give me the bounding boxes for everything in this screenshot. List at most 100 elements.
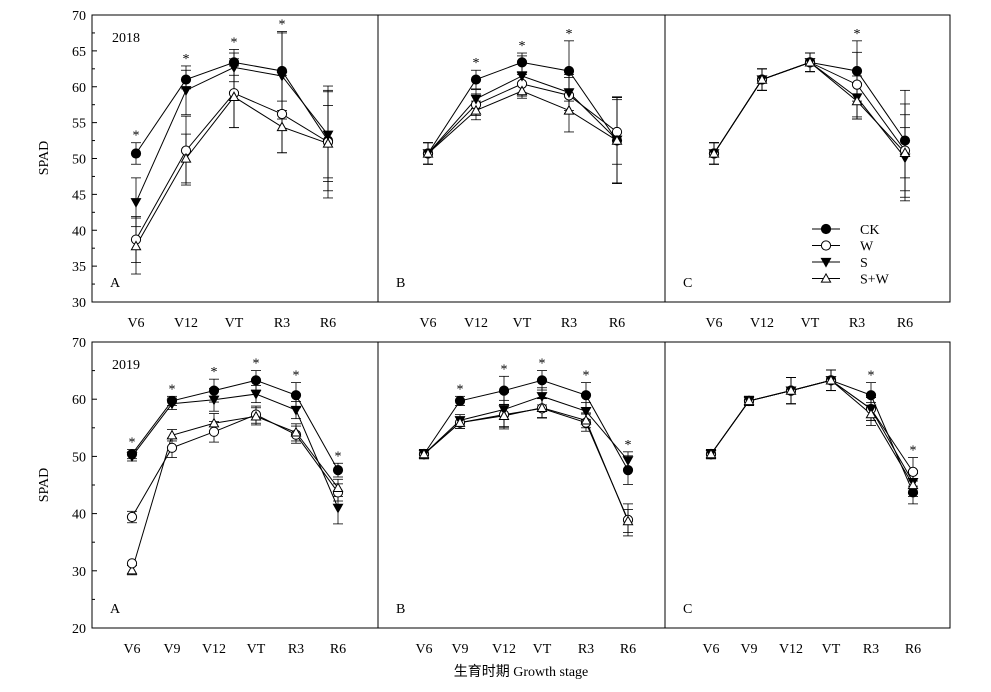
y-tick-label: 70: [72, 9, 86, 24]
x-tick-label: VT: [822, 642, 841, 657]
significance-star: *: [183, 52, 190, 67]
x-tick-label: V6: [127, 316, 144, 331]
data-point: [126, 564, 138, 575]
plot-frame: [377, 341, 666, 629]
panel-0-0: 30 35 40 45 50 55 60 65 70 V6 V12 VT R3 R6 A 2018 * * * *: [72, 9, 379, 331]
x-tick-label: R6: [620, 642, 636, 657]
y-tick-label: 30: [72, 296, 86, 311]
data-point: [276, 121, 288, 132]
data-point: [498, 410, 510, 420]
legend-marker: [820, 223, 832, 235]
series-line: [131, 414, 339, 518]
x-tick-label: V6: [419, 316, 436, 331]
x-tick-label: V6: [702, 642, 719, 657]
x-tick-label: V6: [705, 316, 722, 331]
x-tick-label: V9: [740, 642, 757, 657]
x-tick-label: V12: [492, 642, 516, 657]
significance-star: *: [129, 436, 136, 451]
x-tick-label: V12: [202, 642, 226, 657]
x-tick-label: V12: [750, 316, 774, 331]
x-tick-label: R6: [330, 642, 346, 657]
y-tick-label: 35: [72, 260, 86, 275]
data-point: [130, 198, 142, 208]
panel-0-2: V6 V12 VT R3 R6 C *: [664, 14, 951, 331]
x-tick-label: V9: [163, 642, 180, 657]
panel-0-1: V6 V12 VT R3 R6 B * * *: [377, 14, 666, 331]
series-line: [423, 379, 629, 471]
plot-frame: [664, 14, 951, 303]
x-tick-label: R3: [578, 642, 594, 657]
series-line: [713, 61, 906, 154]
series-w: [706, 369, 918, 487]
data-point: [276, 108, 288, 120]
data-point: [851, 65, 863, 77]
y-tick-label: 30: [72, 565, 86, 580]
x-tick-label: VT: [533, 642, 552, 657]
y-axis-label-2018: SPAD: [37, 141, 52, 176]
y-tick-label: 40: [72, 508, 86, 523]
significance-star: *: [335, 449, 342, 464]
legend-entry-ck: CK: [812, 223, 879, 238]
x-axis-label: 生育时期 Growth stage: [454, 664, 589, 680]
data-point: [563, 104, 575, 115]
y-tick-label: 50: [72, 153, 86, 168]
data-point: [622, 515, 634, 526]
series-line: [135, 92, 329, 240]
series-ck: [419, 370, 633, 485]
data-point: [166, 399, 178, 410]
series-splusw: [423, 83, 622, 185]
data-point: [804, 56, 816, 67]
data-point: [126, 511, 138, 523]
series-line: [131, 393, 339, 509]
data-point: [166, 429, 178, 440]
year-label: 2019: [112, 358, 140, 373]
legend-label: S+W: [860, 273, 890, 288]
panel-1-2: V6 V9 V12 VT R3 R6 C * *: [664, 341, 951, 657]
data-point: [825, 374, 837, 385]
series-w: [709, 51, 910, 198]
data-point: [208, 417, 220, 428]
series-splusw: [706, 369, 918, 497]
y-tick-label: 55: [72, 117, 86, 132]
y-tick-label: 60: [72, 393, 86, 408]
data-point: [907, 466, 919, 477]
significance-star: *: [583, 369, 590, 384]
y-axis-label-2019: SPAD: [37, 468, 52, 503]
plot-frame: [91, 341, 379, 629]
data-point: [422, 147, 434, 158]
series-splusw: [419, 397, 633, 533]
data-point: [290, 405, 302, 416]
data-point: [250, 375, 262, 386]
data-point: [276, 71, 288, 82]
series-line: [135, 61, 329, 154]
series-line: [423, 407, 629, 521]
data-point: [126, 452, 138, 463]
data-point: [851, 95, 863, 106]
data-point: [180, 152, 192, 163]
series-line: [135, 96, 329, 247]
data-point: [708, 147, 720, 158]
series-w: [419, 398, 633, 537]
data-point: [516, 85, 528, 96]
data-point: [322, 130, 334, 141]
significance-star: *: [868, 369, 875, 384]
x-tick-label: V12: [464, 316, 488, 331]
panel-letter: B: [396, 602, 405, 617]
significance-star: *: [910, 444, 917, 459]
panel-1-1: V6 V9 V12 VT R3 R6 B * * * * *: [377, 341, 666, 657]
y-tick-label: 60: [72, 81, 86, 96]
significance-star: *: [519, 39, 526, 54]
series-ck: [131, 31, 333, 192]
data-point: [228, 91, 240, 101]
y-tick-label: 45: [72, 188, 86, 203]
panel-letter: C: [683, 276, 692, 291]
x-tick-label: R3: [863, 642, 879, 657]
legend-label: CK: [860, 223, 879, 238]
data-point: [563, 88, 575, 99]
series-line: [710, 379, 914, 473]
significance-star: *: [169, 382, 176, 397]
x-tick-label: R6: [609, 316, 625, 331]
data-point: [907, 487, 919, 498]
data-point: [228, 63, 240, 74]
significance-star: *: [501, 362, 508, 377]
